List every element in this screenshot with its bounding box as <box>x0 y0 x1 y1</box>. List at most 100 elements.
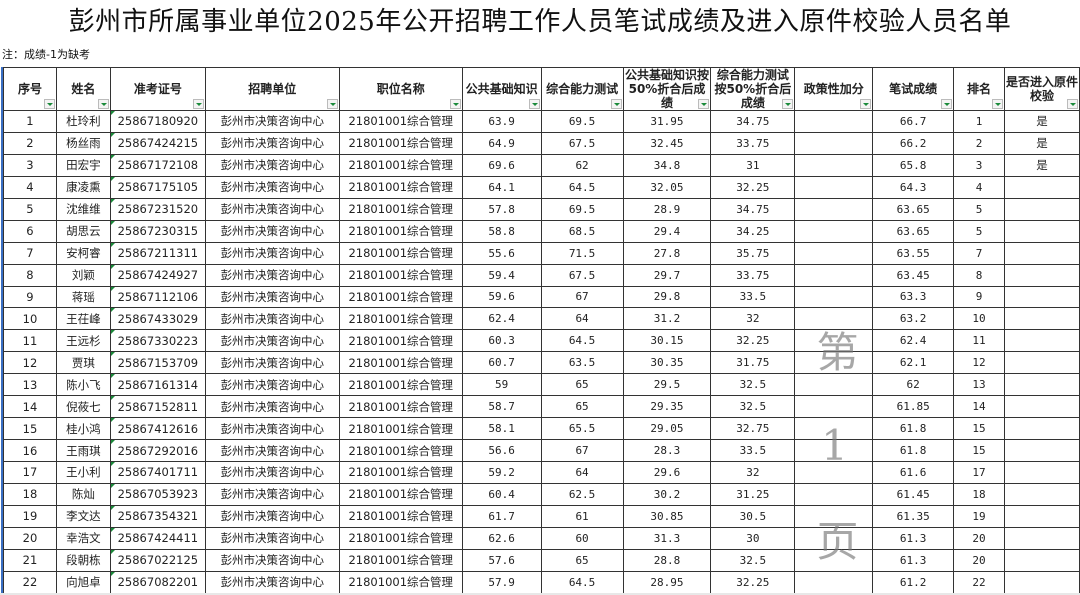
cell-unit[interactable]: 彭州市决策咨询中心 <box>204 285 340 309</box>
cell-public-knowledge[interactable]: 60.7 <box>461 351 542 375</box>
cell-comprehensive-50pct[interactable]: 33.75 <box>710 131 796 155</box>
cell-comprehensive-test[interactable]: 67 <box>540 439 624 462</box>
cell-rank[interactable]: 14 <box>953 395 1006 419</box>
cell-public-knowledge[interactable]: 64.1 <box>461 175 542 199</box>
cell-position[interactable]: 21801001综合管理 <box>338 417 463 441</box>
cell-public-50pct[interactable]: 32.45 <box>622 131 712 155</box>
cell-unit[interactable]: 彭州市决策咨询中心 <box>204 219 340 243</box>
cell-seq[interactable]: 6 <box>3 219 57 243</box>
cell-document-check[interactable] <box>1004 175 1080 199</box>
cell-written-score[interactable]: 63.65 <box>872 197 955 221</box>
cell-exam-id[interactable]: 25867082201 <box>109 570 206 594</box>
cell-written-score[interactable]: 63.3 <box>872 285 955 309</box>
cell-exam-id[interactable]: 25867330223 <box>109 329 206 353</box>
cell-written-score[interactable]: 63.65 <box>872 219 955 243</box>
cell-rank[interactable]: 19 <box>953 504 1006 528</box>
cell-written-score[interactable]: 64.3 <box>872 175 955 199</box>
cell-name[interactable]: 段朝栋 <box>55 548 111 572</box>
cell-document-check[interactable] <box>1004 219 1080 243</box>
cell-public-knowledge[interactable]: 60.4 <box>461 482 542 506</box>
cell-public-knowledge[interactable]: 64.9 <box>461 131 542 155</box>
cell-rank[interactable]: 15 <box>953 439 1006 462</box>
cell-document-check[interactable] <box>1004 526 1080 550</box>
cell-rank[interactable]: 11 <box>953 329 1006 353</box>
cell-comprehensive-test[interactable]: 64 <box>540 461 624 484</box>
cell-position[interactable]: 21801001综合管理 <box>338 548 463 572</box>
cell-position[interactable]: 21801001综合管理 <box>338 241 463 265</box>
cell-comprehensive-test[interactable]: 65 <box>540 548 624 572</box>
cell-policy-bonus[interactable] <box>794 263 874 287</box>
cell-document-check[interactable]: 是 <box>1004 153 1080 177</box>
cell-rank[interactable]: 4 <box>953 175 1006 199</box>
cell-comprehensive-50pct[interactable]: 31.25 <box>710 482 796 506</box>
filter-dropdown-icon[interactable] <box>941 99 953 109</box>
cell-comprehensive-50pct[interactable]: 32.5 <box>710 395 796 419</box>
cell-document-check[interactable] <box>1004 241 1080 265</box>
cell-comprehensive-50pct[interactable]: 32.75 <box>710 417 796 441</box>
cell-comprehensive-test[interactable]: 67.5 <box>540 263 624 287</box>
cell-written-score[interactable]: 61.8 <box>872 439 955 462</box>
cell-position[interactable]: 21801001综合管理 <box>338 526 463 550</box>
cell-rank[interactable]: 7 <box>953 241 1006 265</box>
cell-document-check[interactable]: 是 <box>1004 110 1080 133</box>
cell-comprehensive-test[interactable]: 65 <box>540 373 624 397</box>
cell-seq[interactable]: 15 <box>3 417 57 441</box>
cell-unit[interactable]: 彭州市决策咨询中心 <box>204 570 340 594</box>
horizontal-scrollbar[interactable] <box>0 593 1080 595</box>
cell-public-50pct[interactable]: 29.05 <box>622 417 712 441</box>
cell-public-knowledge[interactable]: 57.6 <box>461 548 542 572</box>
cell-name[interactable]: 陈灿 <box>55 482 111 506</box>
cell-name[interactable]: 王雨琪 <box>55 439 111 462</box>
cell-document-check[interactable] <box>1004 548 1080 572</box>
cell-position[interactable]: 21801001综合管理 <box>338 329 463 353</box>
cell-comprehensive-test[interactable]: 64.5 <box>540 570 624 594</box>
cell-comprehensive-50pct[interactable]: 32 <box>710 307 796 331</box>
cell-unit[interactable]: 彭州市决策咨询中心 <box>204 263 340 287</box>
cell-document-check[interactable] <box>1004 373 1080 397</box>
cell-position[interactable]: 21801001综合管理 <box>338 373 463 397</box>
cell-exam-id[interactable]: 25867433029 <box>109 307 206 331</box>
cell-comprehensive-test[interactable]: 67.5 <box>540 131 624 155</box>
cell-policy-bonus[interactable] <box>794 285 874 309</box>
cell-written-score[interactable]: 61.6 <box>872 461 955 484</box>
cell-seq[interactable]: 12 <box>3 351 57 375</box>
cell-policy-bonus[interactable] <box>794 417 874 441</box>
filter-dropdown-icon[interactable] <box>698 99 710 109</box>
cell-comprehensive-50pct[interactable]: 31 <box>710 153 796 177</box>
cell-comprehensive-50pct[interactable]: 35.75 <box>710 241 796 265</box>
cell-written-score[interactable]: 63.55 <box>872 241 955 265</box>
cell-written-score[interactable]: 63.2 <box>872 307 955 331</box>
cell-rank[interactable]: 3 <box>953 153 1006 177</box>
cell-public-50pct[interactable]: 28.95 <box>622 570 712 594</box>
cell-comprehensive-50pct[interactable]: 32.5 <box>710 373 796 397</box>
cell-name[interactable]: 胡思云 <box>55 219 111 243</box>
cell-comprehensive-50pct[interactable]: 32.25 <box>710 329 796 353</box>
cell-comprehensive-test[interactable]: 65.5 <box>540 417 624 441</box>
cell-public-knowledge[interactable]: 59 <box>461 373 542 397</box>
filter-dropdown-icon[interactable] <box>1067 99 1078 109</box>
cell-name[interactable]: 蒋瑶 <box>55 285 111 309</box>
cell-public-50pct[interactable]: 31.95 <box>622 110 712 133</box>
cell-position[interactable]: 21801001综合管理 <box>338 504 463 528</box>
cell-comprehensive-50pct[interactable]: 33.5 <box>710 285 796 309</box>
cell-name[interactable]: 王茌峰 <box>55 307 111 331</box>
cell-comprehensive-test[interactable]: 65 <box>540 395 624 419</box>
cell-name[interactable]: 田宏宇 <box>55 153 111 177</box>
cell-exam-id[interactable]: 25867112106 <box>109 285 206 309</box>
cell-name[interactable]: 桂小鸿 <box>55 417 111 441</box>
filter-dropdown-icon[interactable] <box>860 99 872 109</box>
cell-written-score[interactable]: 66.7 <box>872 110 955 133</box>
cell-seq[interactable]: 17 <box>3 461 57 484</box>
cell-position[interactable]: 21801001综合管理 <box>338 461 463 484</box>
cell-written-score[interactable]: 61.85 <box>872 395 955 419</box>
cell-unit[interactable]: 彭州市决策咨询中心 <box>204 395 340 419</box>
cell-comprehensive-test[interactable]: 62 <box>540 153 624 177</box>
cell-public-knowledge[interactable]: 59.6 <box>461 285 542 309</box>
cell-written-score[interactable]: 62.1 <box>872 351 955 375</box>
cell-seq[interactable]: 13 <box>3 373 57 397</box>
cell-name[interactable]: 杨丝雨 <box>55 131 111 155</box>
cell-public-50pct[interactable]: 29.5 <box>622 373 712 397</box>
cell-comprehensive-50pct[interactable]: 31.75 <box>710 351 796 375</box>
cell-position[interactable]: 21801001综合管理 <box>338 263 463 287</box>
cell-public-knowledge[interactable]: 58.1 <box>461 417 542 441</box>
